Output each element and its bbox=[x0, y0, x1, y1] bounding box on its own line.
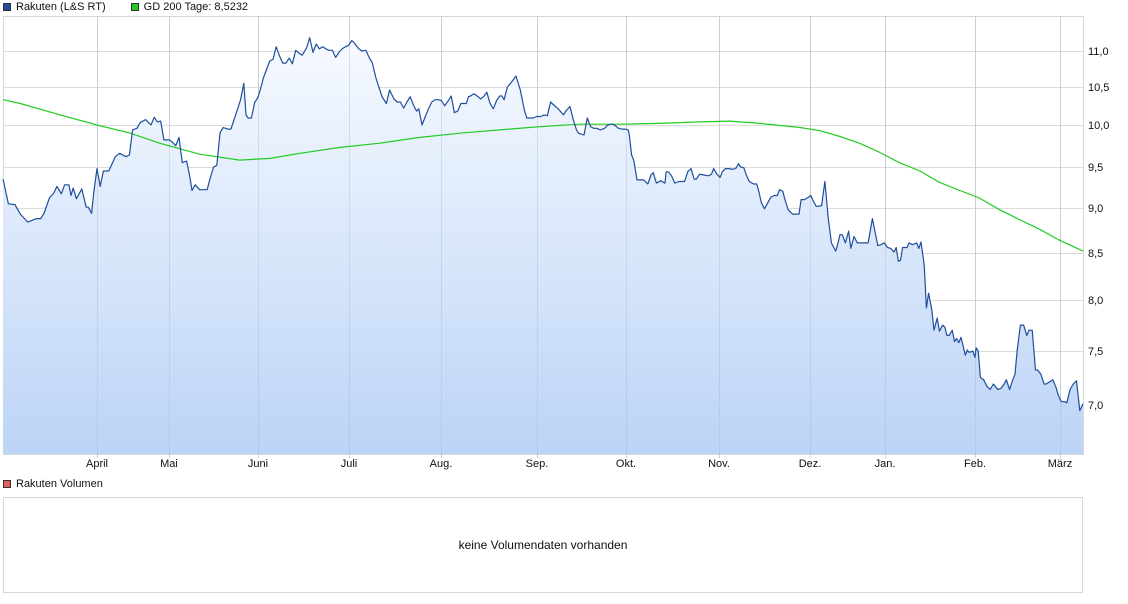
legend-price-label: Rakuten (L&S RT) bbox=[16, 1, 106, 13]
svg-text:10,5: 10,5 bbox=[1088, 82, 1109, 94]
price-area-fill bbox=[3, 37, 1083, 454]
price-line bbox=[2, 37, 1084, 412]
volume-legend-label: Rakuten Volumen bbox=[16, 478, 103, 490]
svg-text:März: März bbox=[1048, 458, 1072, 470]
legend-item-ma200[interactable]: GD 200 Tage: 8,5232 bbox=[128, 1, 248, 13]
x-axis-labels: April Mai Juni Juli Aug. Sep. Okt. Nov. Dez. Jan.… bbox=[86, 458, 1072, 470]
volume-legend: Rakuten Volumen bbox=[0, 478, 103, 490]
svg-text:11,0: 11,0 bbox=[1088, 46, 1109, 58]
svg-text:8,5: 8,5 bbox=[1088, 248, 1103, 260]
vertical-grid-overlay bbox=[97, 16, 1061, 458]
svg-text:Dez.: Dez. bbox=[799, 458, 822, 470]
legend-ma200-label: GD 200 Tage: 8,5232 bbox=[143, 1, 249, 13]
svg-text:9,5: 9,5 bbox=[1088, 162, 1103, 174]
svg-text:Jan.: Jan. bbox=[875, 458, 896, 470]
svg-text:April: April bbox=[86, 458, 108, 470]
svg-text:8,0: 8,0 bbox=[1088, 295, 1103, 307]
ma200-line bbox=[2, 99, 1084, 252]
svg-text:7,0: 7,0 bbox=[1088, 400, 1103, 412]
svg-text:Nov.: Nov. bbox=[708, 458, 730, 470]
svg-text:Juni: Juni bbox=[248, 458, 268, 470]
svg-text:Sep.: Sep. bbox=[526, 458, 549, 470]
y-axis-labels: 7,0 7,5 8,0 8,5 9,0 9,5 10,0 10,5 11,0 bbox=[1088, 46, 1109, 412]
svg-text:Mai: Mai bbox=[160, 458, 178, 470]
chart-legend: Rakuten (L&S RT) GD 200 Tage: 8,5232 bbox=[0, 0, 270, 14]
svg-text:10,0: 10,0 bbox=[1088, 120, 1109, 132]
ma200-swatch-icon bbox=[130, 3, 139, 11]
svg-text:7,5: 7,5 bbox=[1088, 346, 1103, 358]
svg-text:9,0: 9,0 bbox=[1088, 203, 1103, 215]
svg-text:Aug.: Aug. bbox=[430, 458, 453, 470]
svg-text:Juli: Juli bbox=[341, 458, 358, 470]
price-swatch-icon bbox=[3, 3, 11, 11]
price-chart: 7,0 7,5 8,0 8,5 9,0 9,5 10,0 10,5 11,0 April Mai J… bbox=[2, 16, 1109, 470]
volume-swatch-icon bbox=[3, 480, 11, 488]
volume-empty-message: keine Volumendaten vorhanden bbox=[458, 538, 628, 552]
legend-item-price[interactable]: Rakuten (L&S RT) bbox=[0, 1, 106, 13]
volume-panel: keine Volumendaten vorhanden bbox=[3, 497, 1083, 593]
svg-text:Feb.: Feb. bbox=[964, 458, 986, 470]
svg-text:Okt.: Okt. bbox=[616, 458, 636, 470]
